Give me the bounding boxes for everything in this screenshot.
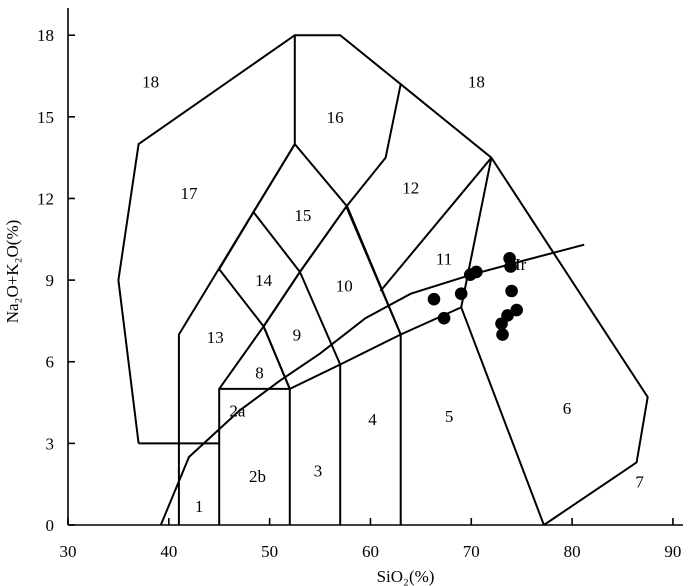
y-tick-label: 0 — [46, 516, 55, 535]
x-tick-label: 90 — [664, 542, 681, 561]
sample-point — [427, 292, 441, 306]
field-label: 14 — [255, 271, 273, 290]
y-tick-label: 18 — [37, 26, 54, 45]
sample-point — [454, 287, 468, 301]
x-tick-label: 40 — [160, 542, 177, 561]
y-tick-label: 6 — [46, 353, 55, 372]
field-labels: 1 2a 2b 3 4 5 6 7 8 9 10 11 12 13 14 15 16 17 18 18 — [142, 72, 644, 515]
x-tick-label: 50 — [261, 542, 278, 561]
x-tick-label: 30 — [60, 542, 77, 561]
field-boundary — [218, 83, 402, 390]
field-label: 6 — [563, 399, 572, 418]
field-label: 7 — [635, 472, 644, 491]
sample-point — [495, 317, 508, 330]
field-label: 4 — [368, 410, 377, 429]
field-label: 8 — [255, 364, 264, 383]
y-tick-label: 9 — [46, 271, 55, 290]
x-tick-label: 60 — [362, 542, 379, 561]
field-label: 2b — [249, 467, 266, 486]
field-label: 18 — [468, 72, 485, 91]
field-boundary — [159, 243, 585, 526]
sample-point — [437, 311, 451, 325]
sample-point — [505, 284, 518, 298]
field-boundary — [379, 157, 493, 292]
field-label: 17 — [180, 184, 198, 203]
x-tick-label: 80 — [564, 542, 581, 561]
field-boundaries — [117, 34, 649, 526]
field-label: 13 — [207, 328, 224, 347]
point-annotation: Ir — [515, 255, 527, 274]
field-label: 9 — [293, 326, 302, 345]
sample-points — [427, 252, 523, 341]
x-axis-title: SiO₂(%) — [377, 567, 435, 586]
y-tick-label: 12 — [37, 189, 54, 208]
field-boundary — [262, 204, 402, 525]
field-boundary — [218, 305, 545, 526]
field-label: 3 — [314, 462, 323, 481]
sample-point — [510, 303, 523, 317]
field-label: 10 — [336, 277, 353, 296]
y-tick-label: 3 — [46, 434, 55, 453]
field-label: 5 — [445, 407, 454, 426]
y-axis-title: Na₂O+K₂O(%) — [3, 220, 22, 324]
field-label: 15 — [294, 206, 311, 225]
sample-point — [496, 328, 509, 341]
field-label: 16 — [327, 108, 344, 127]
field-label: 12 — [402, 179, 419, 198]
field-boundary — [252, 211, 342, 525]
field-label: 2a — [229, 402, 246, 421]
field-boundary — [460, 157, 493, 308]
y-tick-label: 15 — [37, 108, 54, 127]
sample-point — [504, 260, 517, 273]
field-label: 11 — [436, 249, 452, 268]
field-label: 18 — [142, 72, 159, 91]
field-label: 1 — [195, 497, 204, 516]
sample-point — [463, 268, 477, 281]
x-tick-label: 70 — [463, 542, 480, 561]
field-boundary — [117, 34, 649, 526]
